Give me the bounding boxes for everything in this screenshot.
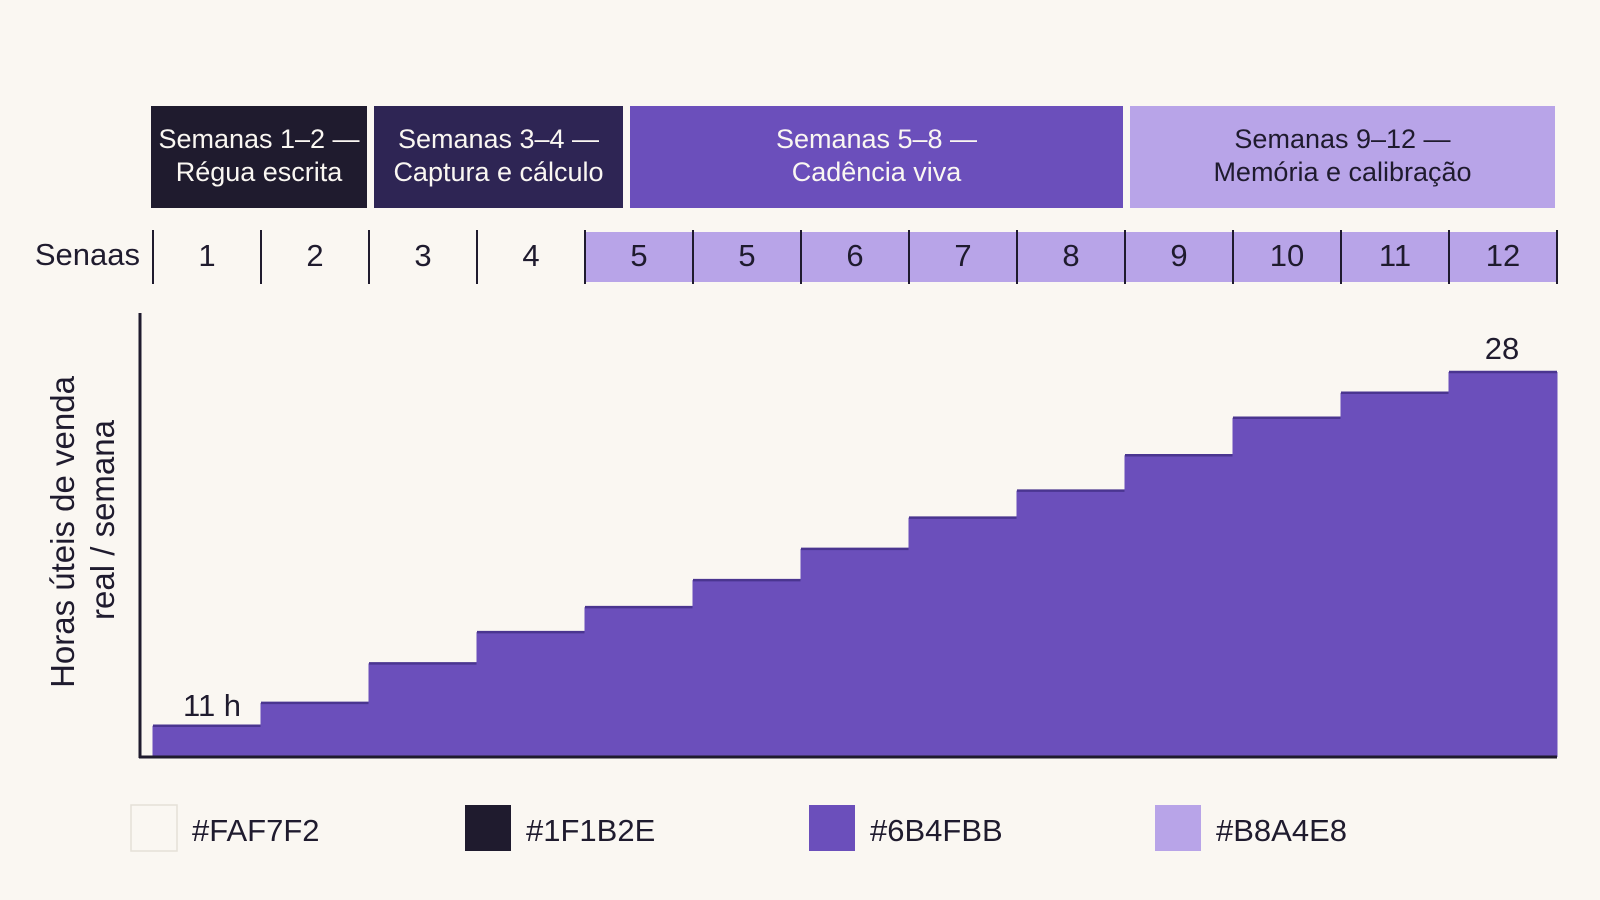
week-label-7: 6 <box>846 238 863 273</box>
phase-label-1-line1: Semanas 1–2 — <box>158 124 359 154</box>
end-value-label: 28 <box>1485 331 1519 366</box>
phase-band-1 <box>151 106 367 208</box>
legend-label-2: #1F1B2E <box>526 813 655 848</box>
week-label-2: 2 <box>306 238 323 273</box>
step-bar-week-6 <box>692 580 802 757</box>
week-row: Senaas 1 2 3 4 5 5 6 7 8 9 10 11 12 <box>35 230 1558 284</box>
week-cell-bg-8 <box>909 232 1017 282</box>
step-bar-week-7 <box>800 548 910 757</box>
step-bar-week-4 <box>476 632 586 757</box>
plot-area: Horas úteis de venda real / semana 11 h … <box>44 313 1558 759</box>
week-label-4: 4 <box>522 238 539 273</box>
legend: #FAF7F2 #1F1B2E #6B4FBB #B8A4E8 <box>130 804 1347 852</box>
phase-label-4-line1: Semanas 9–12 — <box>1234 124 1450 154</box>
step-bar-week-13 <box>1448 372 1558 757</box>
week-label-1: 1 <box>198 238 215 273</box>
week-cell-bg-11 <box>1233 232 1341 282</box>
week-label-11: 10 <box>1270 238 1304 273</box>
phase-label-2-line2: Captura e cálculo <box>393 157 603 187</box>
step-bar-week-11 <box>1232 417 1342 757</box>
step-bar-week-10 <box>1124 455 1234 757</box>
step-bar-week-8 <box>908 517 1018 757</box>
week-label-10: 9 <box>1170 238 1187 273</box>
week-cell-bg-9 <box>1017 232 1125 282</box>
legend-label-4: #B8A4E8 <box>1216 813 1347 848</box>
step-bar-week-3 <box>368 663 478 757</box>
legend-swatch-2 <box>465 805 511 851</box>
step-bar-week-9 <box>1016 490 1126 757</box>
week-row-label: Senaas <box>35 237 140 272</box>
legend-swatch-3 <box>809 805 855 851</box>
step-bar-week-5 <box>584 607 694 757</box>
phase-band-4 <box>1130 106 1555 208</box>
phase-band-3 <box>630 106 1123 208</box>
week-label-6: 5 <box>738 238 755 273</box>
legend-label-3: #6B4FBB <box>870 813 1003 848</box>
legend-swatch-4 <box>1155 805 1201 851</box>
phase-label-4-line2: Memória e calibração <box>1213 157 1471 187</box>
step-bar-week-2 <box>260 702 370 757</box>
week-label-13: 12 <box>1486 238 1520 273</box>
legend-swatch-1 <box>130 804 178 852</box>
week-label-3: 3 <box>414 238 431 273</box>
phase-label-1-line2: Régua escrita <box>176 157 344 187</box>
step-bar-week-12 <box>1340 392 1450 757</box>
week-cell-bg-13 <box>1449 232 1557 282</box>
phase-label-3-line2: Cadência viva <box>792 157 963 187</box>
y-axis-title-line1: Horas úteis de venda <box>44 375 81 688</box>
week-cell-bg-7 <box>801 232 909 282</box>
week-cell-bg-6 <box>693 232 801 282</box>
week-cell-bg-10 <box>1125 232 1233 282</box>
legend-label-1: #FAF7F2 <box>192 813 320 848</box>
week-cell-bg-5 <box>585 232 693 282</box>
y-axis-title-line2: real / semana <box>84 419 121 620</box>
week-label-9: 8 <box>1062 238 1079 273</box>
week-cell-bg-12 <box>1341 232 1449 282</box>
step-bar-week-1 <box>152 725 262 757</box>
week-label-8: 7 <box>954 238 971 273</box>
start-value-label: 11 h <box>183 688 241 723</box>
week-label-5: 5 <box>630 238 647 273</box>
phase-label-3-line1: Semanas 5–8 — <box>776 124 977 154</box>
week-label-12: 11 <box>1379 238 1411 273</box>
phase-label-2-line1: Semanas 3–4 — <box>398 124 599 154</box>
phase-band-2 <box>374 106 623 208</box>
